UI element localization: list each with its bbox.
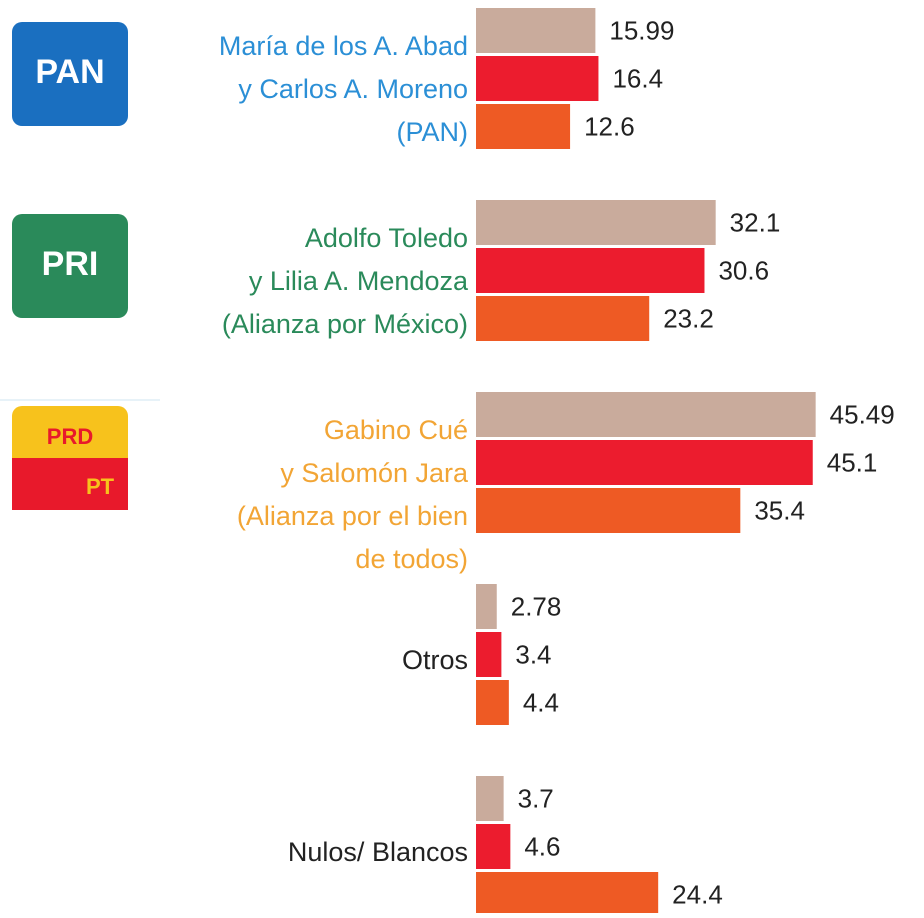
bar	[476, 872, 659, 917]
category-label: Gabino Cué	[324, 415, 468, 445]
value-label: 45.49	[830, 399, 895, 429]
value-label: 16.4	[612, 63, 663, 93]
bar	[476, 8, 596, 53]
logo-text: PRD	[47, 424, 93, 449]
value-label: 3.4	[515, 639, 551, 669]
value-label: 15.99	[609, 15, 674, 45]
bar	[476, 776, 504, 821]
bar	[476, 296, 650, 341]
bar	[476, 440, 813, 485]
logo-text: PAN	[35, 53, 104, 91]
logo-box	[12, 22, 128, 126]
logo-box	[12, 214, 128, 318]
value-label: 45.1	[827, 447, 878, 477]
bar	[476, 680, 509, 725]
category-label: y Carlos A. Moreno	[238, 74, 468, 104]
value-label: 32.1	[730, 207, 781, 237]
value-label: 12.6	[584, 111, 635, 141]
value-label: 2.78	[511, 591, 562, 621]
bar	[476, 56, 599, 101]
bar	[476, 584, 497, 629]
category-label: Adolfo Toledo	[305, 223, 468, 253]
category-label: (Alianza por el bien	[237, 501, 468, 531]
category-label: María de los A. Abad	[219, 31, 468, 61]
bar	[476, 104, 571, 149]
bar	[476, 632, 502, 677]
bar	[476, 488, 741, 533]
category-label: y Salomón Jara	[280, 458, 469, 488]
bar	[476, 824, 511, 869]
category-label: y Lilia A. Mendoza	[249, 266, 469, 296]
bar	[476, 200, 716, 245]
value-label: 23.2	[663, 303, 714, 333]
value-label: 24.4	[672, 879, 723, 909]
category-label: (Alianza por México)	[222, 309, 468, 339]
logo-text: PRI	[42, 245, 99, 283]
logo-text: PT	[86, 474, 115, 499]
category-label: Nulos/ Blancos	[288, 837, 468, 867]
logo-box-lower	[12, 458, 128, 510]
category-label: de todos)	[355, 544, 468, 574]
value-label: 3.7	[518, 783, 554, 813]
category-label: Otros	[402, 645, 468, 675]
value-label: 4.4	[523, 687, 559, 717]
bar	[476, 248, 705, 293]
value-label: 35.4	[754, 495, 805, 525]
value-label: 4.6	[524, 831, 560, 861]
value-label: 30.6	[718, 255, 769, 285]
bar	[476, 392, 816, 437]
category-label: (PAN)	[397, 117, 469, 147]
